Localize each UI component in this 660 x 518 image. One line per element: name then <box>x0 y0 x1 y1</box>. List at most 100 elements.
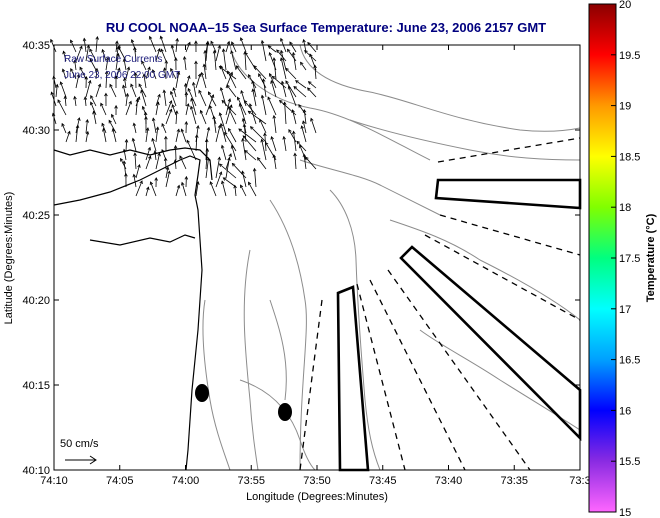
current-vector <box>230 50 237 71</box>
current-vector <box>73 59 77 71</box>
current-vector <box>122 58 127 71</box>
current-vector <box>248 103 257 125</box>
current-vector <box>163 67 167 80</box>
current-vector <box>174 57 178 71</box>
colorbar-tick-label: 15.5 <box>619 456 640 468</box>
current-vector <box>145 186 150 197</box>
current-vector <box>224 131 237 152</box>
current-vector <box>185 41 191 53</box>
y-tick-label: 40:30 <box>22 125 50 137</box>
current-vector <box>251 80 257 98</box>
current-vector <box>155 126 160 143</box>
coastline-main <box>53 155 203 471</box>
current-vector <box>248 181 257 197</box>
current-vector <box>215 171 223 188</box>
current-vector <box>215 156 221 179</box>
current-vector <box>165 108 173 125</box>
coastline <box>53 147 213 471</box>
current-vector <box>145 155 152 170</box>
current-vector <box>225 40 231 53</box>
current-vector <box>73 95 77 107</box>
current-vector <box>162 89 167 107</box>
contour-line <box>299 159 441 216</box>
temperature-colorbar: 20 19.5 19 18.5 18 17.5 17 16.5 16 15.5 15 Tempera… <box>588 0 657 518</box>
current-vector <box>111 113 117 125</box>
current-vector <box>189 105 197 125</box>
current-vector <box>228 127 237 143</box>
current-vector <box>260 94 267 116</box>
current-vector <box>285 67 297 80</box>
current-vector <box>155 152 161 170</box>
current-overlay-title: Raw Surface Currents <box>64 54 162 65</box>
current-vector <box>267 45 277 53</box>
current-vector <box>132 173 137 188</box>
current-vector <box>261 78 267 98</box>
current-vector <box>226 84 237 98</box>
current-vector <box>300 125 307 143</box>
current-vector <box>305 156 317 170</box>
current-vector <box>300 61 307 71</box>
current-vector <box>204 138 209 161</box>
current-vector <box>101 122 107 134</box>
scale-arrow <box>65 455 97 465</box>
current-vector <box>295 80 307 89</box>
y-tick-label: 40:20 <box>22 295 50 307</box>
current-vector <box>240 184 247 197</box>
current-vector <box>220 144 227 161</box>
current-vector <box>148 35 157 53</box>
current-vector <box>170 67 177 80</box>
x-tick-label: 73:55 <box>237 475 265 487</box>
dashed-line <box>369 279 466 471</box>
current-vector <box>132 122 137 134</box>
current-vector <box>181 181 187 197</box>
current-vector <box>205 157 210 179</box>
current-vector <box>125 100 132 116</box>
current-vector <box>227 70 237 89</box>
current-vector <box>165 166 170 179</box>
current-vector <box>260 39 267 62</box>
current-vector <box>75 124 80 143</box>
current-vector <box>125 66 131 80</box>
map-plot-area: Raw Surface Currents June 23, 2006 22:00… <box>50 35 582 472</box>
current-vector <box>210 40 217 53</box>
current-vector <box>307 41 317 53</box>
current-vector <box>179 155 187 170</box>
current-vector <box>209 181 217 197</box>
current-vector <box>185 103 190 116</box>
current-vector <box>194 40 198 53</box>
current-vector <box>222 177 237 188</box>
current-vector <box>151 69 157 80</box>
x-axis-ticks: 74:10 74:05 74:00 73:55 73:50 73:45 73:40 73:35… <box>40 45 591 487</box>
x-tick-label: 74:10 <box>40 475 68 487</box>
coastline-inlet <box>53 147 213 181</box>
current-vector <box>221 180 227 197</box>
current-vector <box>215 124 222 143</box>
current-vector <box>159 35 167 53</box>
colorbar-tick-label: 16 <box>619 405 631 417</box>
x-axis-label: Longitude (Degrees:Minutes) <box>246 491 388 503</box>
current-vector <box>205 148 210 170</box>
current-vector <box>89 48 97 62</box>
current-vector <box>218 112 227 134</box>
current-vector <box>230 144 237 161</box>
current-vector <box>122 148 127 161</box>
current-vector <box>65 130 71 143</box>
current-vector <box>272 154 277 170</box>
current-vector <box>155 48 161 62</box>
current-vector <box>238 128 257 143</box>
current-vector <box>203 49 207 71</box>
current-vector <box>144 115 148 134</box>
current-vector <box>291 109 297 125</box>
current-vector <box>215 44 222 62</box>
current-vector <box>151 117 157 134</box>
current-vector <box>199 109 207 125</box>
current-vector <box>184 121 189 134</box>
current-vector <box>85 118 89 134</box>
contour-line <box>349 119 581 161</box>
colorbar-tick-label: 19 <box>619 101 631 113</box>
current-vector <box>104 92 108 107</box>
current-vector <box>205 94 215 116</box>
current-vector <box>135 98 140 116</box>
current-vector <box>163 157 168 170</box>
current-vector <box>244 149 257 161</box>
